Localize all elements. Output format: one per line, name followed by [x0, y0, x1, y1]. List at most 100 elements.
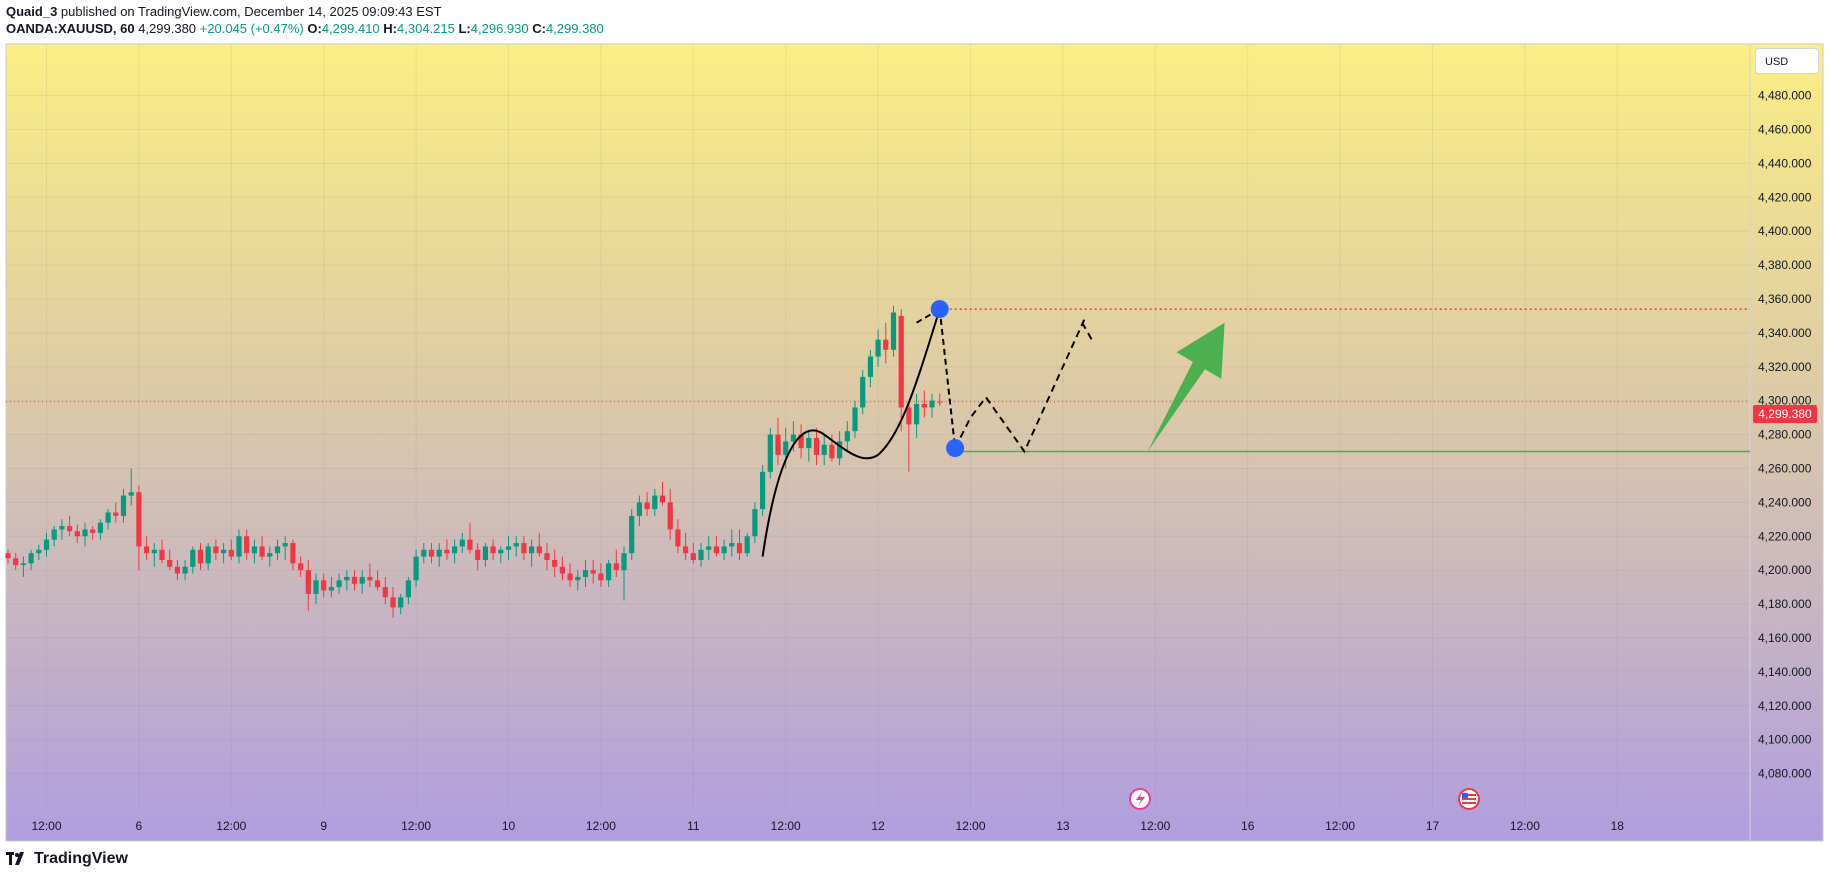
price-tick-label: 4,220.000	[1758, 529, 1812, 543]
candle-body	[767, 434, 773, 472]
symbol-name[interactable]: OANDA:XAUUSD, 60	[6, 21, 135, 36]
publisher-name[interactable]: Quaid_3	[6, 4, 58, 19]
candle-body	[783, 441, 789, 455]
candle-body	[629, 515, 635, 554]
candle-body	[813, 437, 820, 455]
grid-lines	[6, 44, 1750, 810]
candle-body	[113, 512, 119, 516]
candle-body	[382, 587, 388, 598]
us-flag-event-icon[interactable]	[1458, 788, 1480, 810]
candle-body	[736, 543, 743, 554]
candle-body	[328, 587, 334, 591]
candle-body	[590, 570, 596, 574]
candle-body	[613, 563, 619, 571]
price-tick-label: 4,100.000	[1758, 733, 1812, 747]
candle-body	[197, 549, 204, 564]
high-label: H:	[383, 21, 398, 36]
price-change: +20.045 (+0.47%)	[199, 21, 304, 36]
candle-body	[598, 573, 604, 581]
time-tick-label: 12:00	[1510, 819, 1540, 833]
candle-body	[760, 471, 766, 510]
candle-body	[575, 576, 581, 581]
candle-body	[475, 549, 481, 560]
price-tick-label: 4,240.000	[1758, 495, 1812, 509]
candle-body	[729, 543, 735, 547]
candle-body	[667, 502, 673, 530]
drawings-layer[interactable]	[6, 300, 1750, 557]
peak-marker	[930, 300, 949, 319]
price-tick-label: 4,280.000	[1758, 428, 1812, 442]
candle-body	[706, 546, 712, 550]
candle-body	[683, 546, 689, 554]
candle-body	[829, 444, 835, 459]
candle-body	[190, 549, 196, 567]
candle-body	[305, 570, 311, 594]
candle-body	[837, 441, 843, 459]
candle-body	[267, 553, 273, 557]
price-tick-label: 4,180.000	[1758, 597, 1812, 611]
currency-selector[interactable]: USD	[1755, 48, 1819, 74]
candle-body	[821, 444, 827, 455]
price-tick-label: 4,460.000	[1758, 122, 1812, 136]
candle-body	[536, 546, 542, 554]
price-tick-label: 4,340.000	[1758, 326, 1812, 340]
time-tick-label: 6	[136, 819, 143, 833]
candle-body	[59, 526, 65, 530]
candle-body	[582, 570, 589, 577]
candle-body	[775, 434, 781, 455]
candle-body	[120, 495, 127, 516]
candle-body	[36, 549, 42, 554]
candle-body	[721, 546, 727, 554]
candle-body	[321, 580, 327, 591]
candle-body	[205, 546, 211, 564]
candle-body	[806, 437, 812, 449]
time-tick-label: 12:00	[1140, 819, 1170, 833]
candle-body	[567, 573, 573, 581]
candle-body	[282, 543, 288, 547]
dividend-event-icon[interactable]	[1129, 788, 1151, 810]
candle-body	[675, 529, 681, 547]
last-price: 4,299.380	[138, 21, 197, 36]
candle-body	[74, 531, 80, 537]
candle-body	[452, 546, 458, 554]
price-axis[interactable]: 4,080.000 4,100.000 4,120.000 4,140.000 4,16…	[1758, 89, 1812, 781]
brand-name: TradingView	[34, 850, 128, 867]
candle-body	[890, 312, 897, 350]
candle-body	[251, 546, 257, 554]
time-tick-label: 12:00	[31, 819, 61, 833]
candle-body	[344, 576, 350, 581]
low-marker	[946, 439, 965, 458]
time-tick-label: 17	[1426, 819, 1440, 833]
candle-body	[5, 553, 11, 559]
candle-body	[375, 580, 381, 588]
candle-body	[914, 404, 920, 425]
candle-body	[867, 356, 873, 377]
candle-body	[67, 526, 73, 532]
candle-body	[82, 529, 88, 537]
price-tick-label: 4,380.000	[1758, 258, 1812, 272]
candle-body	[259, 546, 265, 557]
candle-body	[529, 546, 535, 554]
projection-tip	[1081, 322, 1095, 344]
candle-body	[490, 546, 496, 554]
time-tick-label: 12:00	[216, 819, 246, 833]
time-tick-label: 12:00	[401, 819, 431, 833]
candle-body	[405, 580, 411, 598]
candle-body	[860, 376, 866, 408]
candle-body	[274, 546, 281, 554]
candle-body	[428, 549, 435, 557]
time-tick-label: 9	[320, 819, 327, 833]
time-tick-label: 16	[1241, 819, 1255, 833]
open-value: 4,299.410	[321, 21, 380, 36]
time-tick-label: 12:00	[1325, 819, 1355, 833]
candle-body	[744, 536, 750, 554]
price-tick-label: 4,140.000	[1758, 665, 1812, 679]
time-axis[interactable]: 12:00 6 12:00 9 12:00 10 12:00 11 12:00 12 12:00 13…	[31, 819, 1624, 833]
candle-body	[359, 576, 365, 584]
candle-body	[43, 539, 50, 550]
candle-body	[136, 492, 142, 547]
candle-body	[521, 543, 527, 554]
candle-body	[97, 522, 103, 533]
tradingview-logo[interactable]: TradingView	[6, 850, 128, 868]
